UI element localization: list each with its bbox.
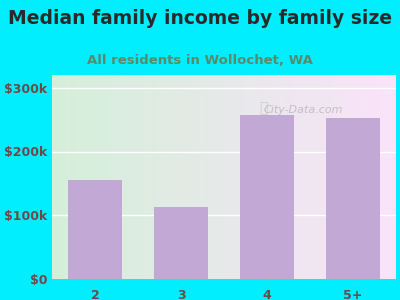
Text: Median family income by family size: Median family income by family size [8,9,392,28]
Text: ⓘ: ⓘ [259,102,268,116]
Bar [326,118,380,279]
Bar [154,207,208,279]
Bar [68,180,122,279]
Text: City-Data.com: City-Data.com [263,105,343,115]
Bar [240,115,294,279]
Text: All residents in Wollochet, WA: All residents in Wollochet, WA [87,54,313,67]
